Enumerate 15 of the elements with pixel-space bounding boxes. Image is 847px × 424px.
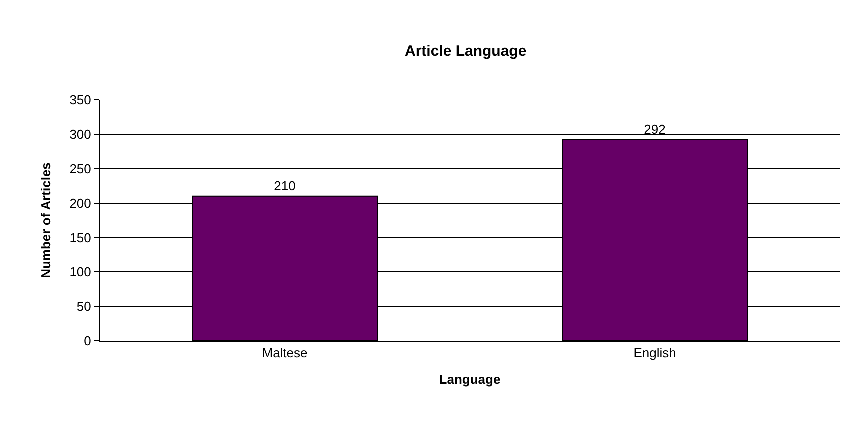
data-label: 292 [644,122,666,137]
y-tick-label: 50 [76,299,92,314]
y-tick-label: 0 [84,334,92,349]
y-tick-label: 250 [70,161,92,176]
chart-title: Article Language [405,43,527,60]
y-tick-label: 150 [70,230,92,246]
y-tick-label: 350 [70,92,92,108]
y-tick-label: 300 [70,126,92,142]
x-axis-title: Language [439,372,501,388]
y-axis-title: Number of Articles [38,162,54,278]
x-tick-label: Maltese [262,346,308,361]
y-tick-label: 200 [70,196,92,211]
data-label: 210 [274,178,296,194]
y-tick-label: 100 [70,264,92,280]
x-tick-label: English [634,346,676,361]
